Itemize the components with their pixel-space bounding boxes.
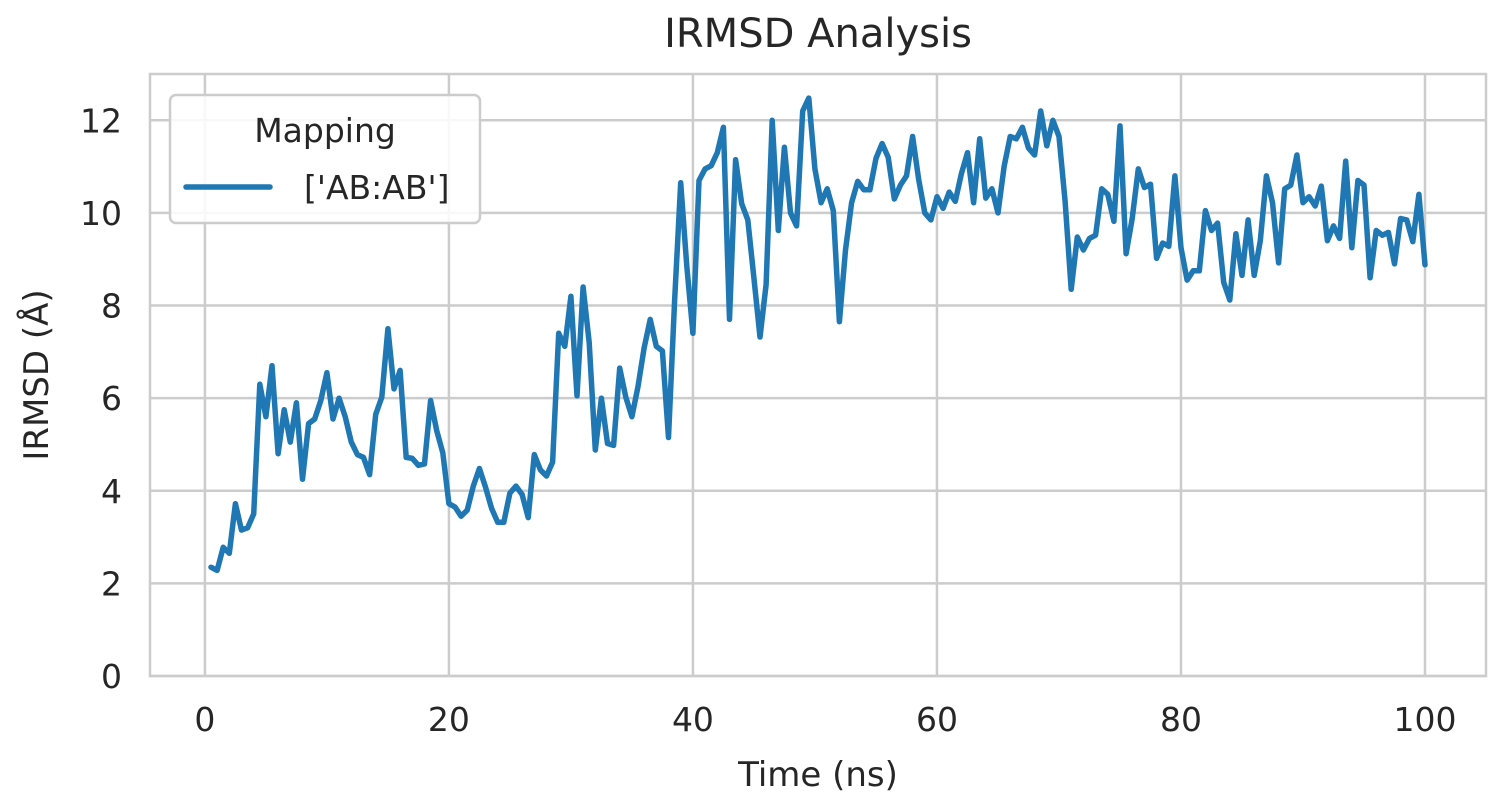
y-tick-label: 8: [101, 287, 122, 326]
x-tick-label: 80: [1160, 700, 1202, 739]
legend: Mapping ['AB:AB']: [168, 93, 482, 225]
legend-title: Mapping: [254, 111, 396, 150]
y-tick-label: 12: [80, 101, 122, 140]
x-tick-label: 20: [428, 700, 470, 739]
y-tick-label: 0: [101, 657, 122, 696]
legend-box: [168, 93, 482, 225]
series-line-ab-ab: [208, 95, 1428, 574]
x-tick-label: 60: [916, 700, 958, 739]
y-axis-ticks: 0 2 4 6 8 10 12: [80, 101, 122, 696]
y-tick-label: 10: [80, 194, 122, 233]
x-tick-label: 0: [194, 700, 215, 739]
chart-title: IRMSD Analysis: [664, 11, 972, 57]
x-tick-label: 40: [672, 700, 714, 739]
y-axis-label: IRMSD (Å): [16, 289, 57, 460]
y-tick-label: 2: [101, 564, 122, 603]
y-tick-label: 6: [101, 379, 122, 418]
legend-entry-label: ['AB:AB']: [304, 168, 449, 207]
x-axis-label: Time (ns): [737, 755, 898, 795]
plot-frame: [148, 72, 1488, 678]
x-axis-ticks: 0 20 40 60 80 100: [194, 700, 1456, 739]
y-tick-label: 4: [101, 472, 122, 511]
x-tick-label: 100: [1393, 700, 1456, 739]
